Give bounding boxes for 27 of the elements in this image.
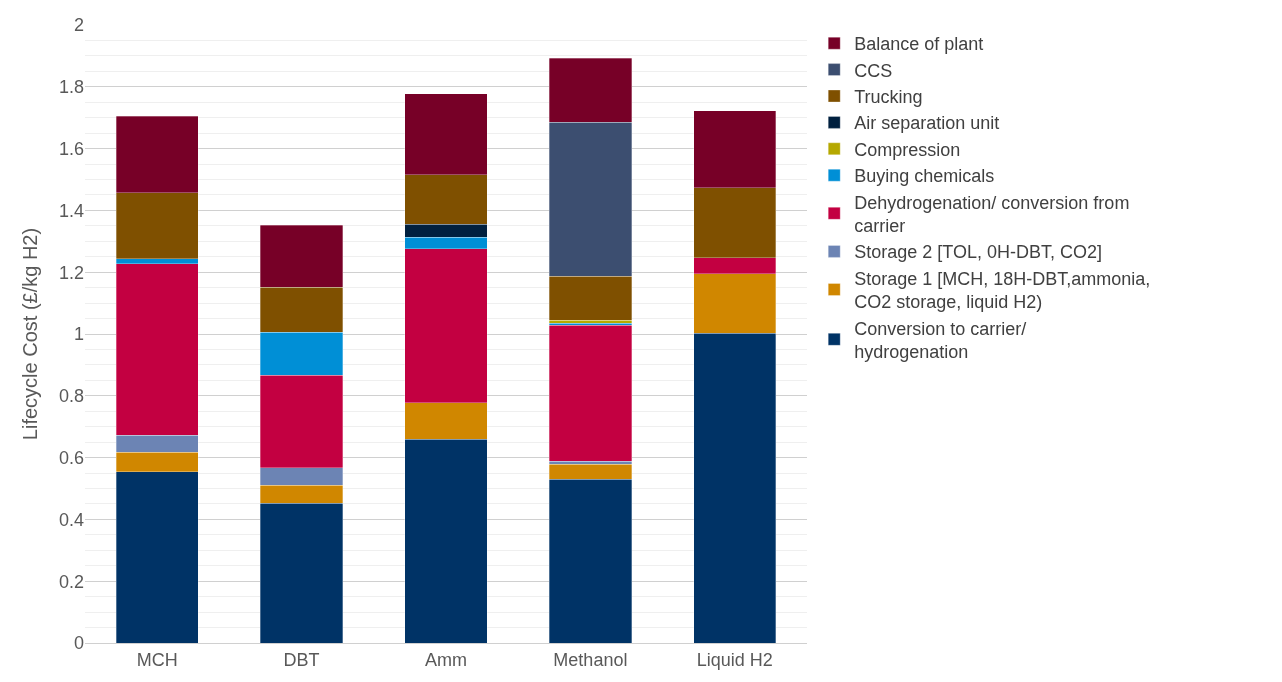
y-tick-label: 0.4 xyxy=(58,509,84,530)
y-tick-label: 1.8 xyxy=(58,77,84,98)
y-tick-label: 0 xyxy=(73,633,84,654)
y-tick-label: 1.4 xyxy=(58,200,84,221)
legend-label: Compression xyxy=(854,139,961,160)
x-tick-label: Liquid H2 xyxy=(696,649,773,670)
legend-label: Trucking xyxy=(854,87,923,108)
legend-label: Storage 2 [TOL, 0H-DBT, CO2] xyxy=(854,242,1102,263)
y-tick-label: 1.6 xyxy=(58,138,84,159)
y-tick-label: 1 xyxy=(73,324,84,345)
legend-label: Balance of plant xyxy=(854,34,984,55)
legend-label: Conversion to carrier/ hydrogenation xyxy=(854,318,1027,363)
x-tick-label: DBT xyxy=(283,649,320,670)
y-tick-label: 0.8 xyxy=(58,386,84,407)
y-tick-label: 2 xyxy=(73,15,84,36)
x-tick-label: Amm xyxy=(425,649,467,670)
legend-label: Storage 1 [MCH, 18H-DBT,ammonia, CO2 storage, liquid H2) xyxy=(854,268,1151,313)
y-tick-label: 0.6 xyxy=(58,447,84,468)
y-axis-title: Lifecycle Cost (£/kg H2) xyxy=(19,227,42,441)
legend-label: Buying chemicals xyxy=(854,166,995,187)
x-tick-label: MCH xyxy=(136,649,178,670)
legend-label: CCS xyxy=(854,60,893,81)
x-tick-label: Methanol xyxy=(553,649,628,670)
legend-label: Dehydrogenation/ conversion from carrier xyxy=(854,192,1130,237)
y-tick-label: 0.2 xyxy=(58,571,84,592)
y-tick-label: 1.2 xyxy=(58,262,84,283)
legend-label: Air separation unit xyxy=(854,113,1000,134)
